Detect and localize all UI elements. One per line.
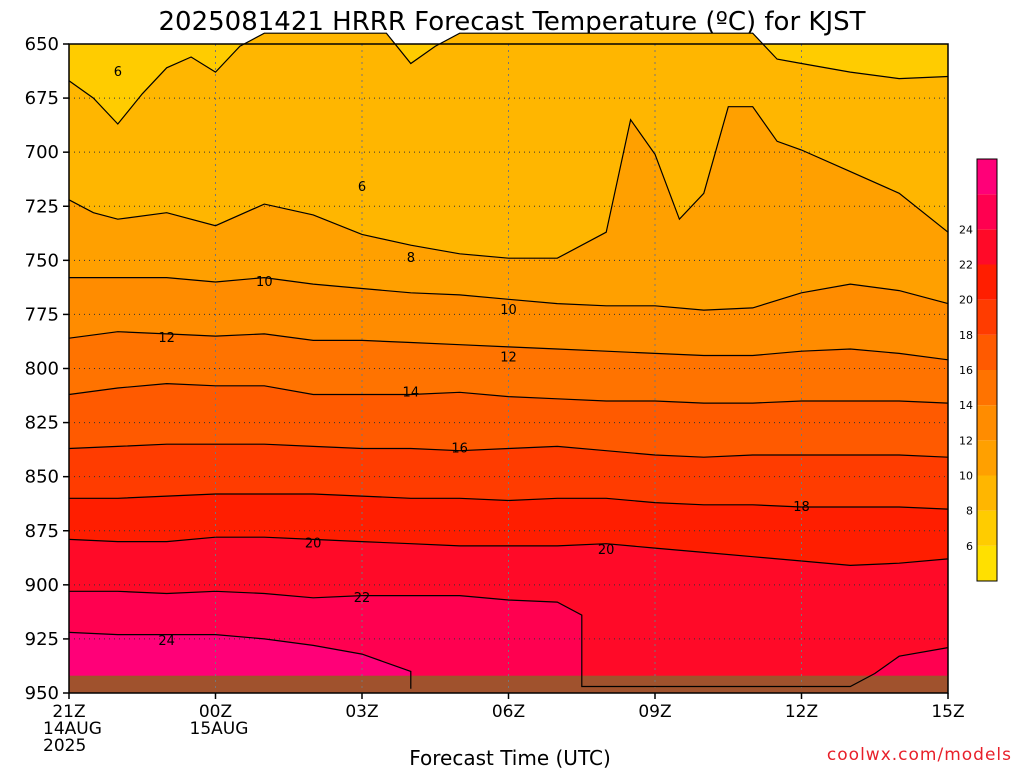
y-tick-label: 825	[25, 413, 59, 434]
x-tick-label: 14AUG	[43, 719, 102, 739]
colorbar-label: 16	[959, 364, 973, 377]
y-tick-label: 725	[25, 196, 59, 217]
contour-24	[68, 631, 412, 689]
colorbar-frame	[976, 158, 998, 582]
colorbar-swatch	[977, 334, 997, 370]
y-axis: 650 675 700 725 750 775 800 825 850 875 900 925 950	[25, 34, 69, 704]
contour-20	[68, 536, 949, 567]
colorbar-label: 12	[959, 434, 973, 447]
contour-18	[69, 493, 949, 510]
y-tick-label: 875	[25, 521, 59, 542]
x-axis-label: Forecast Time (UTC)	[409, 746, 611, 768]
colorbar-swatch	[977, 545, 997, 581]
colorbar-swatch	[977, 405, 997, 441]
contour-16	[68, 443, 949, 458]
x-tick-label: 21Z	[52, 702, 85, 722]
y-tick-label: 950	[25, 683, 59, 704]
colorbar-label: 10	[959, 470, 973, 483]
x-tick-label: 2025	[43, 736, 86, 756]
contour-label-18: 18	[793, 500, 810, 515]
colorbar: 6 8 10 12 14 16 18 20 22 24	[959, 158, 998, 582]
colorbar-label: 22	[959, 259, 973, 272]
plot-frame	[68, 43, 949, 694]
y-tick-label: 650	[25, 34, 59, 55]
y-tick-label: 800	[25, 359, 59, 380]
colorbar-label: 6	[966, 540, 973, 553]
contour-label-6: 6	[358, 180, 366, 195]
x-tick-label: 00Z	[199, 702, 232, 722]
x-tick-label: 09Z	[638, 702, 671, 722]
contour-label-20: 20	[305, 537, 322, 552]
credit-text: coolwx.com/models	[827, 745, 1012, 765]
colorbar-swatch	[977, 264, 997, 300]
x-tick-label: 03Z	[345, 702, 378, 722]
contour-label-12: 12	[158, 331, 175, 346]
colorbar-swatch	[977, 159, 997, 195]
y-tick-label: 700	[25, 142, 59, 163]
contour-label-22: 22	[354, 591, 371, 606]
x-tick-label: 15Z	[931, 702, 964, 722]
contour-label-10: 10	[256, 275, 273, 290]
contour-label-14: 14	[403, 385, 420, 400]
colorbar-label: 8	[966, 505, 973, 518]
colorbar-swatch	[977, 475, 997, 511]
contour-label-10: 10	[500, 303, 517, 318]
y-tick-label: 850	[25, 467, 59, 488]
contour-8	[68, 106, 949, 259]
y-tick-label: 900	[25, 575, 59, 596]
colorbar-label: 14	[959, 399, 973, 412]
x-tick-label: 06Z	[492, 702, 525, 722]
contour-label-8: 8	[407, 251, 415, 266]
x-tick-label: 15AUG	[190, 719, 249, 739]
colorbar-label: 20	[959, 294, 973, 307]
contour-label-12: 12	[500, 351, 517, 366]
colorbar-label: 18	[959, 329, 973, 342]
colorbar-swatch	[977, 299, 997, 335]
contour-labels: 6 6 8 10 10 12 12 14 16 18 20 20 22 24	[114, 65, 810, 649]
contour-10	[69, 276, 949, 311]
contour-22	[69, 590, 949, 688]
colorbar-swatch	[977, 510, 997, 546]
colorbar-swatch	[977, 440, 997, 476]
ground-strip	[69, 675, 948, 693]
colorbar-swatch	[977, 370, 997, 406]
y-tick-label: 925	[25, 629, 59, 650]
contour-12	[68, 331, 949, 361]
chart-title: 2025081421 HRRR Forecast Temperature (ºC…	[158, 7, 865, 37]
y-tick-label: 675	[25, 88, 59, 109]
contour-label-20: 20	[598, 543, 615, 558]
y-tick-label: 775	[25, 304, 59, 325]
y-tick-label: 750	[25, 250, 59, 271]
contour-lines	[68, 32, 949, 689]
plot-area	[69, 33, 948, 693]
contour-label-24: 24	[158, 634, 175, 649]
contour-14	[68, 382, 949, 404]
colorbar-label: 24	[959, 223, 973, 236]
contour-6	[68, 32, 949, 125]
x-tick-label: 12Z	[785, 702, 818, 722]
colorbar-swatch	[977, 194, 997, 230]
contour-label-16: 16	[451, 442, 468, 457]
colorbar-swatch	[977, 229, 997, 265]
contour-label-6: 6	[114, 65, 122, 80]
